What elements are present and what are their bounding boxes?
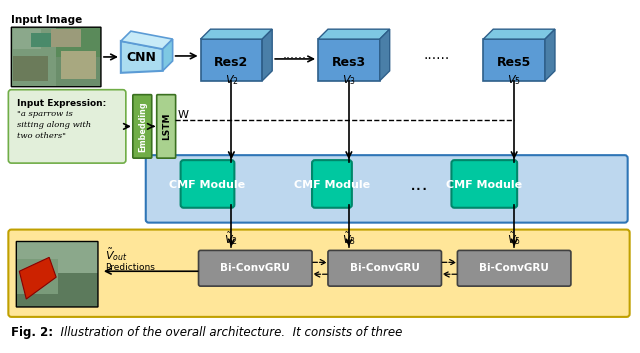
Text: $\tilde{V}_5$: $\tilde{V}_5$ bbox=[507, 231, 521, 247]
Bar bbox=[17, 241, 98, 307]
Text: Res5: Res5 bbox=[497, 56, 531, 70]
Text: W: W bbox=[178, 110, 189, 120]
Text: Bi-ConvGRU: Bi-ConvGRU bbox=[350, 263, 420, 273]
Text: ......: ...... bbox=[283, 48, 307, 61]
Text: $\tilde{V}_3$: $\tilde{V}_3$ bbox=[342, 231, 356, 247]
Text: CMF Module: CMF Module bbox=[446, 180, 522, 190]
FancyBboxPatch shape bbox=[146, 155, 628, 223]
Polygon shape bbox=[483, 39, 545, 81]
Text: ......: ...... bbox=[424, 48, 450, 62]
Bar bbox=[17, 241, 98, 273]
Text: Predictions: Predictions bbox=[105, 263, 155, 272]
Text: $V_3$: $V_3$ bbox=[342, 73, 356, 87]
Polygon shape bbox=[318, 29, 390, 39]
Text: Input Image: Input Image bbox=[12, 15, 83, 25]
Text: Bi-ConvGRU: Bi-ConvGRU bbox=[220, 263, 290, 273]
FancyBboxPatch shape bbox=[8, 90, 126, 163]
Polygon shape bbox=[200, 29, 272, 39]
Text: Embedding: Embedding bbox=[138, 101, 147, 152]
Text: $\tilde{V}_2$: $\tilde{V}_2$ bbox=[225, 231, 238, 247]
Bar bbox=[12, 27, 56, 87]
Text: CNN: CNN bbox=[127, 52, 157, 65]
Polygon shape bbox=[121, 31, 173, 49]
Text: $V_2$: $V_2$ bbox=[225, 73, 238, 87]
FancyBboxPatch shape bbox=[157, 95, 175, 158]
Polygon shape bbox=[262, 29, 272, 81]
Text: Bi-ConvGRU: Bi-ConvGRU bbox=[479, 263, 549, 273]
Text: Fig. 2:: Fig. 2: bbox=[12, 326, 54, 339]
FancyBboxPatch shape bbox=[312, 160, 352, 208]
Text: $\tilde{V}_{out}$: $\tilde{V}_{out}$ bbox=[105, 246, 127, 263]
FancyBboxPatch shape bbox=[180, 160, 234, 208]
Text: CMF Module: CMF Module bbox=[170, 180, 246, 190]
Bar bbox=[13, 29, 41, 49]
Text: ...: ... bbox=[410, 175, 429, 195]
Bar bbox=[51, 29, 81, 47]
FancyBboxPatch shape bbox=[451, 160, 517, 208]
FancyBboxPatch shape bbox=[8, 229, 630, 317]
Bar bbox=[13, 56, 48, 81]
Polygon shape bbox=[318, 39, 380, 81]
FancyBboxPatch shape bbox=[328, 250, 442, 286]
Bar bbox=[17, 273, 98, 307]
Text: Res2: Res2 bbox=[214, 56, 248, 70]
Text: "a sparrow is
sitting along with
two others": "a sparrow is sitting along with two oth… bbox=[17, 109, 92, 139]
Text: Illustration of the overall architecture.  It consists of three: Illustration of the overall architecture… bbox=[53, 326, 403, 339]
Bar bbox=[61, 51, 96, 79]
Polygon shape bbox=[163, 39, 173, 71]
FancyBboxPatch shape bbox=[133, 95, 152, 158]
Polygon shape bbox=[200, 39, 262, 81]
Bar bbox=[12, 27, 101, 87]
Text: CMF Module: CMF Module bbox=[294, 180, 370, 190]
FancyBboxPatch shape bbox=[198, 250, 312, 286]
Text: $V_5$: $V_5$ bbox=[508, 73, 521, 87]
Text: Input Expression:: Input Expression: bbox=[17, 98, 107, 108]
Text: Res3: Res3 bbox=[332, 56, 366, 70]
Bar bbox=[17, 259, 58, 294]
Text: LSTM: LSTM bbox=[162, 113, 171, 140]
Polygon shape bbox=[19, 257, 56, 299]
Polygon shape bbox=[380, 29, 390, 81]
Polygon shape bbox=[483, 29, 555, 39]
Polygon shape bbox=[121, 41, 163, 73]
Polygon shape bbox=[545, 29, 555, 81]
Bar bbox=[12, 27, 101, 57]
FancyBboxPatch shape bbox=[458, 250, 571, 286]
Bar bbox=[31, 33, 51, 47]
